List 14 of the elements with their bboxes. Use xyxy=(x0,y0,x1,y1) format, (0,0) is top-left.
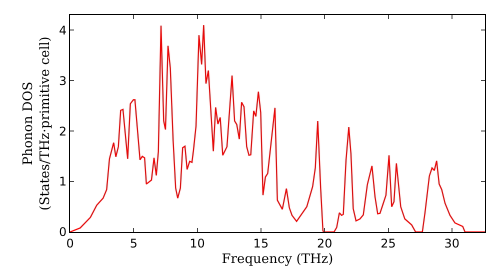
x-tick-label: 20 xyxy=(316,236,332,250)
x-tick-label: 10 xyxy=(190,236,205,250)
y-axis-title: Phonon DOS (States/THz·primitive cell) xyxy=(21,36,53,211)
y-tick-label: 2 xyxy=(58,124,67,138)
y-tick-label: 3 xyxy=(58,74,67,88)
x-tick-label: 25 xyxy=(380,236,396,250)
x-axis-title: Frequency (THz) xyxy=(222,252,334,267)
x-tick-label: 15 xyxy=(253,236,269,250)
line-series xyxy=(70,24,485,232)
x-tick-label: 5 xyxy=(130,236,138,250)
x-tick-label: 30 xyxy=(444,236,460,250)
y-tick-label: 1 xyxy=(58,174,67,189)
y-tick-label: 0 xyxy=(58,225,67,240)
y-tick-label: 4 xyxy=(58,23,67,38)
